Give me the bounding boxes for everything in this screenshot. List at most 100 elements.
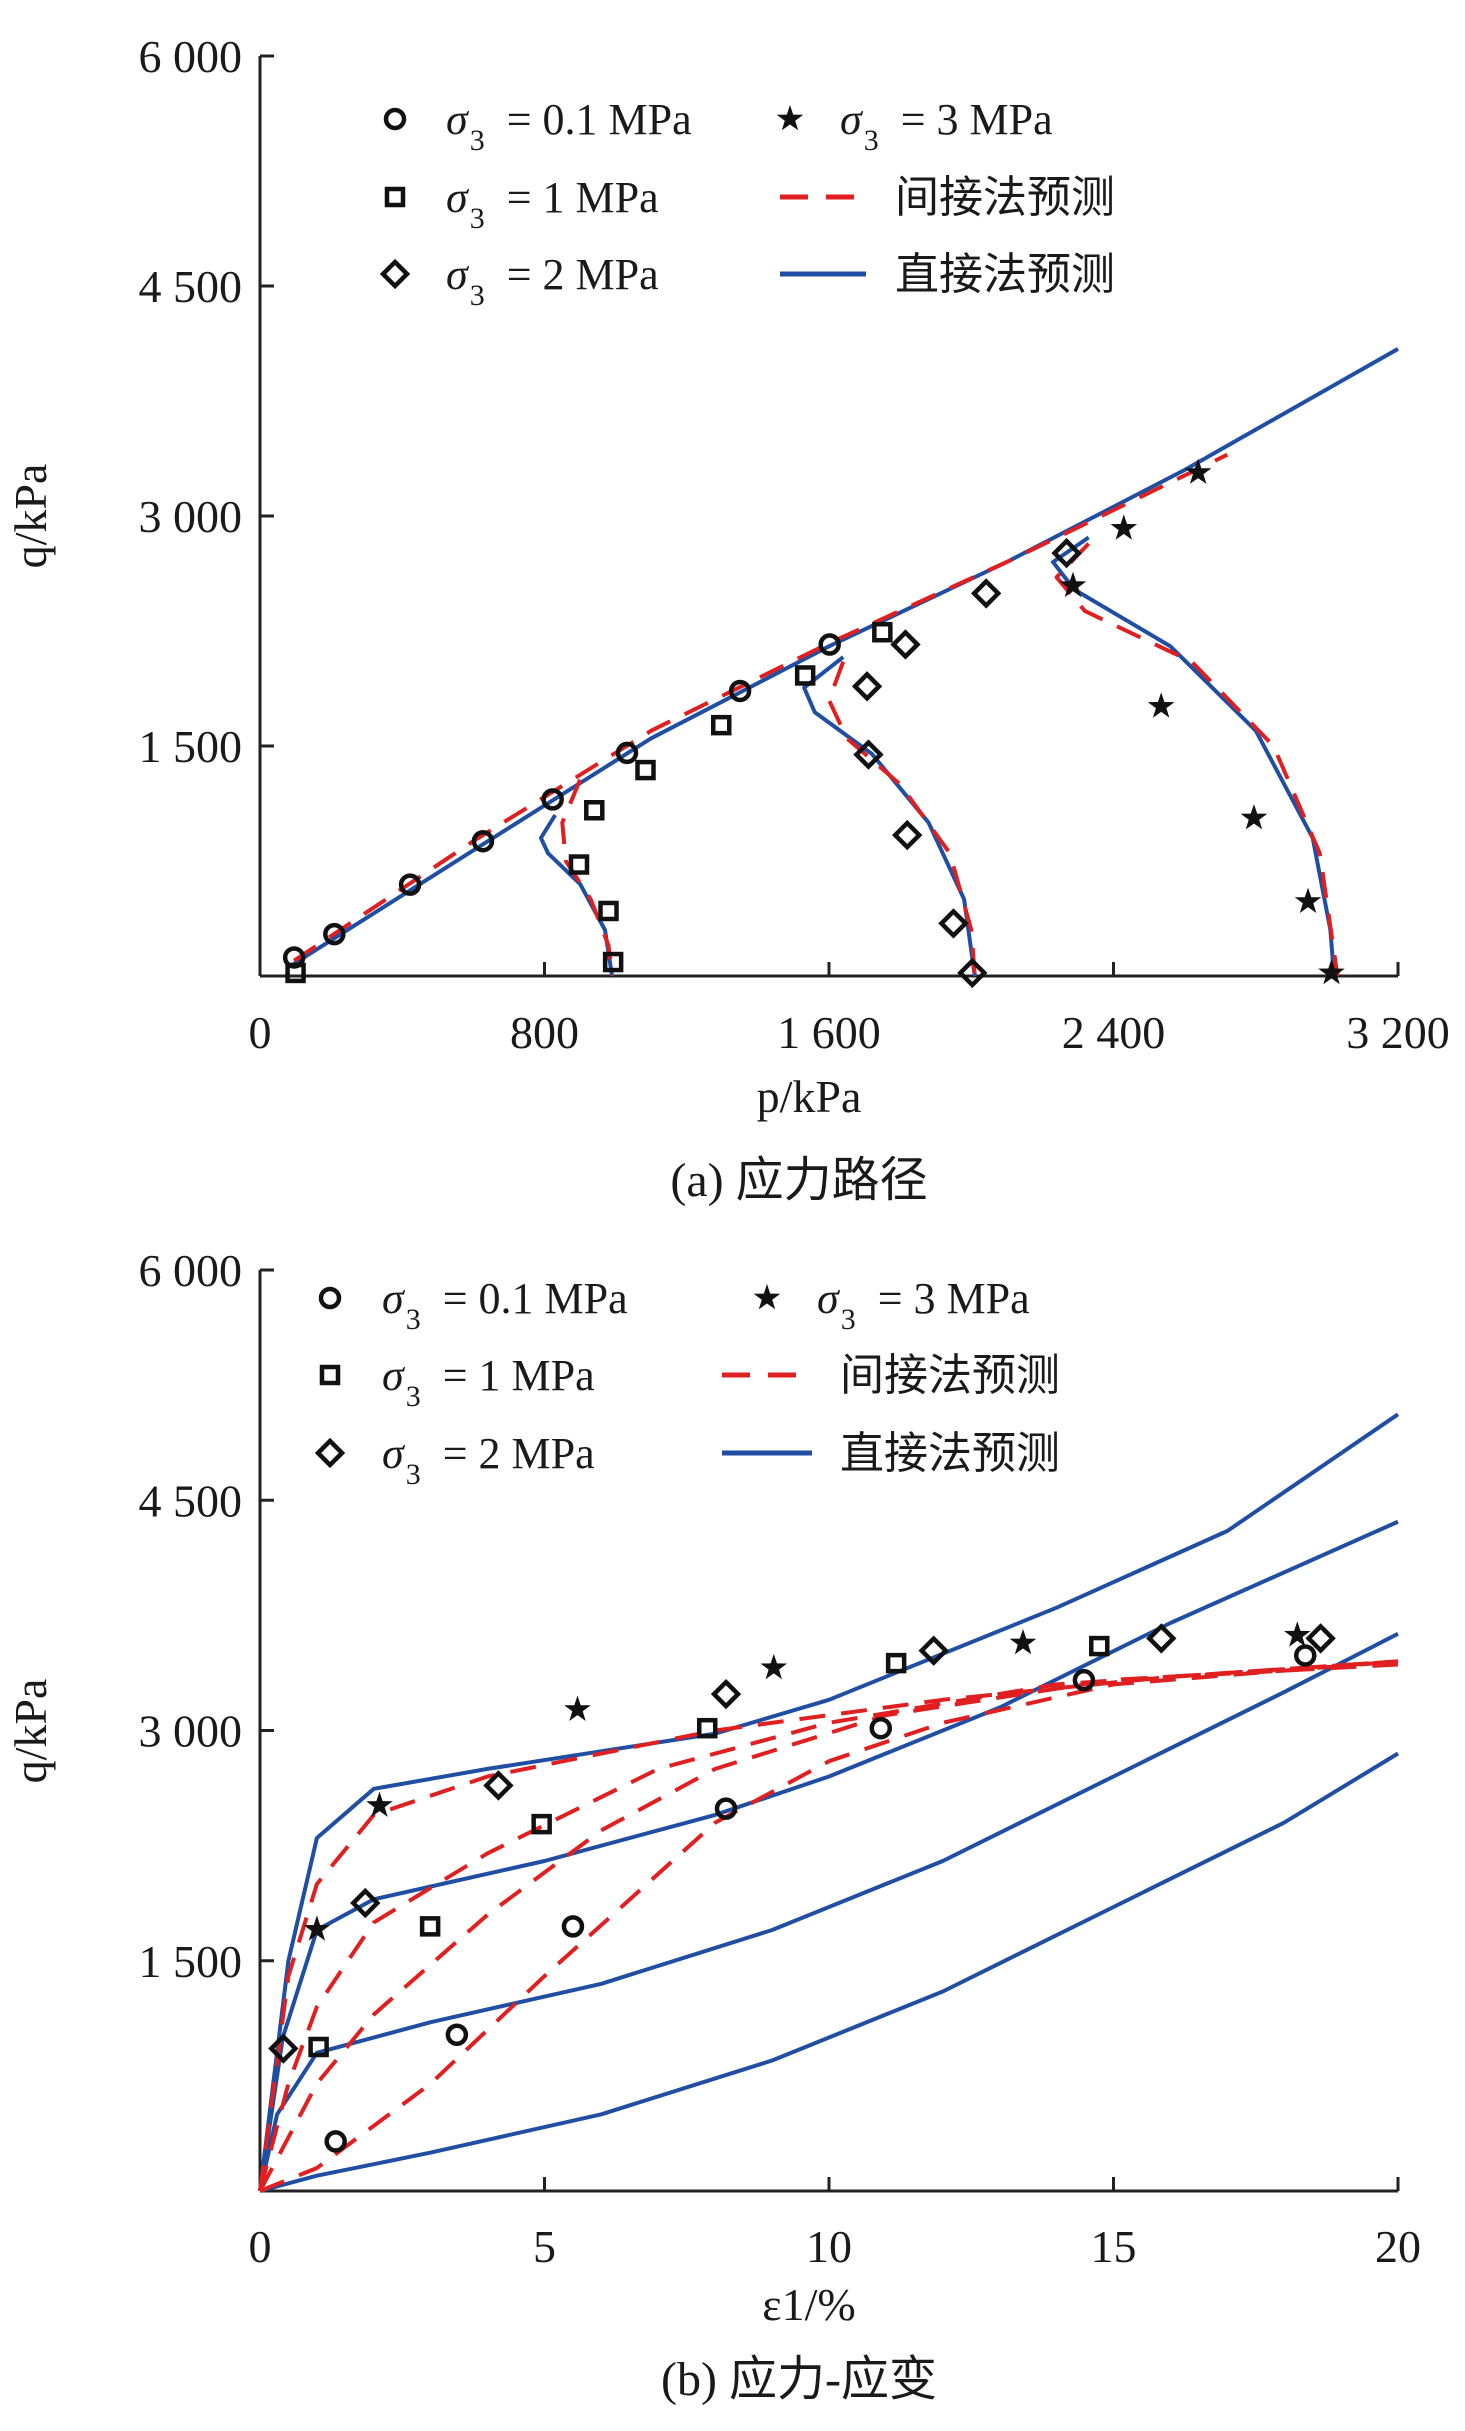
- legend-label: σ3 = 2 MPa: [382, 1429, 595, 1491]
- legend-marker-star: [753, 1284, 781, 1310]
- data-point-diamond: [1146, 1623, 1177, 1654]
- data-point-square: [872, 621, 893, 643]
- legend-symbol: σ: [382, 1429, 406, 1478]
- indirect-prediction-line: [258, 1659, 1399, 2192]
- indirect-prediction-line: [259, 1659, 1399, 2193]
- y-tick-label: 6 000: [139, 1245, 243, 1296]
- direct-prediction-line: [259, 1751, 1400, 2193]
- x-tick-label: 800: [510, 1007, 579, 1058]
- legend-label: σ3 = 1 MPa: [446, 173, 659, 235]
- data-point-circle: [541, 788, 564, 811]
- data-point-star: [1184, 458, 1212, 484]
- data-point-star: [1284, 1621, 1311, 1647]
- chart-caption: (a) 应力路径: [670, 1154, 927, 1207]
- legend-symbol: σ: [817, 1274, 841, 1323]
- chart-panel-b: 0 5 10 15 20 1 500 3 000 4 500 6 000 ε1/% q/kPa (b)…: [5, 1245, 1421, 2406]
- indirect-prediction-line: [258, 1659, 1399, 2192]
- data-point-circle: [445, 2023, 469, 2046]
- data-point-circle: [818, 633, 841, 656]
- legend-label: 直接法预测: [840, 1429, 1060, 1478]
- data-point-diamond: [483, 1770, 514, 1801]
- legend-marker-star: [776, 105, 804, 131]
- data-point-diamond: [851, 671, 883, 702]
- indirect-prediction-line: [827, 661, 977, 977]
- legend-subscript: 3: [841, 1303, 856, 1336]
- data-point-star: [1009, 1629, 1037, 1655]
- data-point-square: [1089, 1635, 1110, 1657]
- legend-subscript: 3: [470, 124, 485, 157]
- legend-value: = 3 MPa: [901, 95, 1053, 144]
- data-point-square: [285, 962, 306, 984]
- data-point-star: [1147, 692, 1175, 718]
- x-tick-label: 5: [533, 2221, 556, 2272]
- legend-label: σ3 = 3 MPa: [840, 95, 1053, 157]
- chart-caption: (b) 应力-应变: [661, 2353, 937, 2406]
- legend-entry: σ3 = 3 MPa: [776, 95, 1053, 157]
- data-point-circle: [728, 679, 752, 703]
- legend-entry: σ3 = 0.1 MPa: [383, 95, 692, 157]
- x-tick-label: 0: [249, 2221, 272, 2272]
- legend-symbol: σ: [382, 1351, 406, 1400]
- legend-entry: σ3 = 2 MPa: [314, 1429, 595, 1491]
- legend-entry: 直接法预测: [722, 1429, 1060, 1478]
- data-point-square: [710, 714, 732, 736]
- data-point-diamond: [1051, 537, 1082, 569]
- y-tick-label: 1 500: [139, 1936, 243, 1987]
- legend-label: σ3 = 1 MPa: [382, 1351, 595, 1413]
- legend-marker-diamond: [314, 1437, 346, 1469]
- legend-symbol: σ: [382, 1274, 406, 1323]
- legend-marker-diamond: [379, 258, 411, 290]
- data-point-square: [308, 2036, 329, 2058]
- legend-value: = 0.1 MPa: [443, 1274, 628, 1323]
- x-tick-label: 2 400: [1062, 1007, 1166, 1058]
- data-point-circle: [1294, 1644, 1317, 1667]
- direct-prediction-line: [258, 1632, 1399, 2192]
- y-tick-label: 6 000: [139, 31, 243, 82]
- legend-label: σ3 = 0.1 MPa: [382, 1274, 628, 1336]
- y-axis-label: q/kPa: [5, 1679, 56, 1784]
- legend-entry: 间接法预测: [722, 1351, 1060, 1400]
- legend-subscript: 3: [470, 202, 485, 235]
- legend-entry: σ3 = 3 MPa: [753, 1274, 1030, 1336]
- indirect-prediction-line: [560, 778, 615, 977]
- legend-label: 间接法预测: [840, 1351, 1060, 1400]
- data-point-star: [1240, 804, 1268, 830]
- legend-label: σ3 = 3 MPa: [817, 1274, 1030, 1336]
- data-point-square: [696, 1717, 718, 1739]
- data-point-square: [635, 759, 656, 781]
- data-point-diamond: [918, 1635, 949, 1666]
- legend-entry: σ3 = 0.1 MPa: [318, 1274, 628, 1336]
- legend-symbol: σ: [446, 173, 470, 222]
- direct-prediction-line: [258, 1412, 1400, 2192]
- legend-marker-square: [384, 186, 406, 208]
- data-point-star: [1110, 514, 1138, 540]
- data-point-diamond: [350, 1887, 381, 1919]
- legend-entry: σ3 = 1 MPa: [319, 1351, 595, 1413]
- x-axis-label: ε1/%: [762, 2279, 855, 2330]
- data-point-diamond: [892, 819, 923, 851]
- legend-value: = 2 MPa: [507, 250, 659, 299]
- data-point-star: [303, 1915, 331, 1941]
- legend-entry: σ3 = 1 MPa: [384, 173, 659, 235]
- legend-subscript: 3: [864, 124, 879, 157]
- legend-value: = 2 MPa: [443, 1429, 595, 1478]
- legend-value: = 1 MPa: [443, 1351, 595, 1400]
- direct-prediction-line: [802, 655, 977, 977]
- data-point-circle: [615, 741, 639, 765]
- y-tick-label: 3 000: [139, 1706, 243, 1757]
- data-point-square: [568, 854, 590, 875]
- y-tick-label: 1 500: [139, 721, 243, 772]
- legend-subscript: 3: [470, 279, 485, 312]
- legend-subscript: 3: [406, 1380, 421, 1413]
- legend-symbol: σ: [446, 250, 470, 299]
- data-point-diamond: [971, 578, 1002, 609]
- x-tick-label: 3 200: [1346, 1007, 1450, 1058]
- x-tick-label: 0: [249, 1007, 272, 1058]
- data-point-circle: [471, 829, 495, 853]
- data-point-diamond: [710, 1678, 742, 1710]
- x-tick-label: 1 600: [777, 1007, 881, 1058]
- data-point-diamond: [268, 2033, 299, 2064]
- x-axis-label: p/kPa: [757, 1071, 862, 1122]
